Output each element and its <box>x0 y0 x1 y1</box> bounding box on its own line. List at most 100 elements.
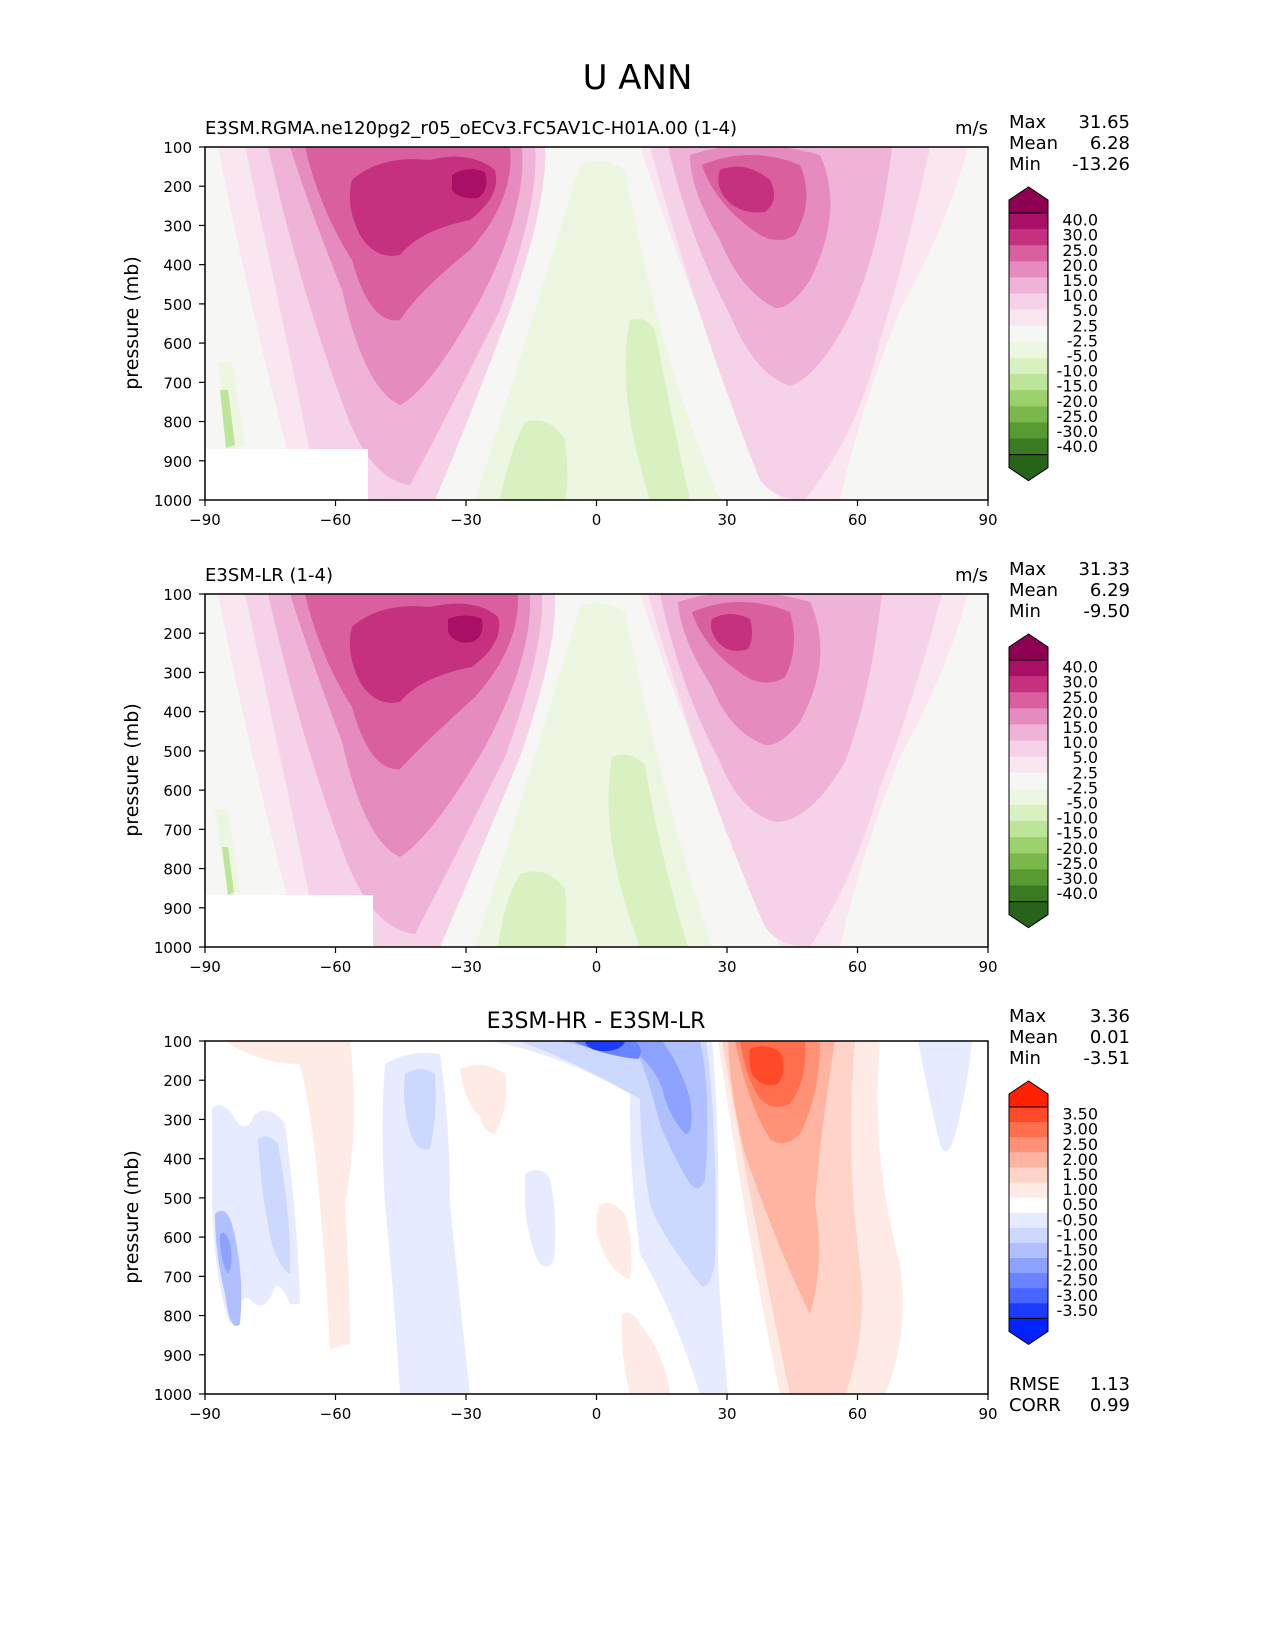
colorbar-segment <box>1009 293 1048 311</box>
stat-value: 3.36 <box>1090 1006 1130 1027</box>
colorbar-tick-label: -10.0 <box>1057 362 1098 381</box>
y-tick-label: 1000 <box>154 1386 192 1404</box>
y-tick-label: 400 <box>163 1151 192 1169</box>
contour-sh-30 <box>448 615 483 643</box>
colorbar-tick-label: 25.0 <box>1062 688 1098 707</box>
y-axis: 100 200 300 400 500 600 700 800 900 1000 <box>154 1033 205 1404</box>
colorbar-segment <box>1009 1303 1048 1319</box>
colorbar-segment <box>1009 245 1048 262</box>
y-tick-label: 600 <box>163 335 192 353</box>
colorbar-segment <box>1009 724 1048 742</box>
colorbar-tick-label: 20.0 <box>1062 256 1098 275</box>
colorbar-tick-label: -2.50 <box>1057 1271 1098 1290</box>
colorbar-tick-label: -25.0 <box>1057 407 1098 426</box>
x-tick-label: −60 <box>320 511 352 529</box>
colorbar-segment <box>1009 804 1048 822</box>
stat-value: -13.26 <box>1072 154 1130 175</box>
colorbar-tick-label: -3.50 <box>1057 1301 1098 1320</box>
colorbar-tick-label: 25.0 <box>1062 241 1098 260</box>
y-tick-label: 600 <box>163 1229 192 1247</box>
colorbar-extend-top <box>1008 186 1049 214</box>
colorbar-segment <box>1009 740 1048 758</box>
contour-pos-0p5d <box>621 1312 670 1394</box>
y-tick-label: 900 <box>163 1347 192 1365</box>
stat-value: 0.99 <box>1090 1395 1130 1416</box>
stat-label: Mean <box>1009 1027 1058 1048</box>
x-tick-label: 0 <box>592 511 602 529</box>
y-tick-label: 500 <box>163 743 192 761</box>
y-tick-label: 400 <box>163 704 192 722</box>
colorbar-tick-label: 1.50 <box>1062 1165 1098 1184</box>
colorbar-segment <box>1009 1107 1048 1123</box>
colorbar-extend-top <box>1008 1080 1049 1108</box>
contour-pos-0p5c <box>596 1202 632 1279</box>
colorbar-segment <box>1009 869 1048 886</box>
colorbar-frame <box>1008 659 1049 903</box>
x-tick-label: −30 <box>450 958 482 976</box>
x-tick-label: 60 <box>848 958 867 976</box>
stats-block: Max 31.33 Mean 6.29 Min -9.50 <box>1009 559 1130 622</box>
colorbar-tick-label: -40.0 <box>1057 884 1098 903</box>
x-tick-label: 30 <box>717 958 736 976</box>
colorbar-tick-label: 2.5 <box>1073 763 1098 782</box>
stat-label: Mean <box>1009 133 1058 154</box>
y-tick-label: 100 <box>163 139 192 157</box>
x-tick-label: −60 <box>320 958 352 976</box>
colorbar-tick-label: -30.0 <box>1057 869 1098 888</box>
colorbar-segment <box>1009 1288 1048 1304</box>
colorbar-tick-label: -15.0 <box>1057 377 1098 396</box>
topography-mask <box>205 449 368 500</box>
y-tick-label: 700 <box>163 374 192 392</box>
stat-value: 31.33 <box>1078 559 1130 580</box>
colorbar-tick-label: 2.00 <box>1062 1150 1098 1169</box>
colorbar: 40.030.025.020.015.010.05.02.5-2.5-5.0-1… <box>1008 186 1098 482</box>
colorbar-segment <box>1009 692 1048 709</box>
stat-value: 6.28 <box>1090 133 1130 154</box>
x-tick-label: −90 <box>189 511 221 529</box>
y-tick-label: 200 <box>163 178 192 196</box>
colorbar-segment <box>1009 229 1048 246</box>
stat-value: -9.50 <box>1083 601 1130 622</box>
contour-neg-mid-1 <box>404 1069 436 1150</box>
stat-label: Mean <box>1009 580 1058 601</box>
y-tick-label: 300 <box>163 1111 192 1129</box>
contour-neg-mid-0p5b <box>525 1170 556 1267</box>
colorbar-tick-label: -5.0 <box>1067 346 1098 365</box>
contour-ant-m5 <box>220 390 235 448</box>
y-axis-label: pressure (mb) <box>121 1150 143 1284</box>
y-tick-label: 700 <box>163 1268 192 1286</box>
contour-nh-25 <box>718 166 774 213</box>
y-tick-label: 800 <box>163 414 192 432</box>
y-tick-label: 100 <box>163 586 192 604</box>
contour-neg-mid-0p5 <box>382 1052 470 1394</box>
colorbar-tick-label: 10.0 <box>1062 733 1098 752</box>
colorbar-tick-label: -1.00 <box>1057 1225 1098 1244</box>
colorbar-tick-label: -2.5 <box>1067 778 1098 797</box>
y-axis-label: pressure (mb) <box>121 703 143 837</box>
stat-label: Max <box>1009 559 1047 580</box>
colorbar-tick-label: -40.0 <box>1057 437 1098 456</box>
stats-block: Max 31.65 Mean 6.28 Min -13.26 <box>1009 112 1130 175</box>
colorbar-segment <box>1009 821 1048 838</box>
colorbar-segment <box>1009 1273 1048 1289</box>
contour-ant-m5 <box>222 847 234 895</box>
x-tick-label: −60 <box>320 1405 352 1423</box>
x-tick-label: −30 <box>450 511 482 529</box>
y-tick-label: 900 <box>163 453 192 471</box>
x-axis: −90 −60 −30 0 30 60 90 <box>189 1394 998 1423</box>
x-tick-label: 60 <box>848 1405 867 1423</box>
stat-label: Min <box>1009 601 1041 622</box>
stats-block: Max 3.36 Mean 0.01 Min -3.51 <box>1009 1006 1130 1069</box>
colorbar-tick-label: -20.0 <box>1057 839 1098 858</box>
colorbar-tick-label: 5.0 <box>1073 748 1098 767</box>
contour-pos-0p5b <box>460 1065 507 1134</box>
colorbar-tick-label: -3.00 <box>1057 1286 1098 1305</box>
stat-value: 0.01 <box>1090 1027 1130 1048</box>
stat-value: 31.65 <box>1078 112 1130 133</box>
colorbar-tick-label: 1.00 <box>1062 1180 1098 1199</box>
y-tick-label: 200 <box>163 1072 192 1090</box>
stat-value: 6.29 <box>1090 580 1130 601</box>
colorbar-extend-bottom <box>1008 1317 1049 1346</box>
contour-neg-sh-1 <box>258 1136 291 1274</box>
